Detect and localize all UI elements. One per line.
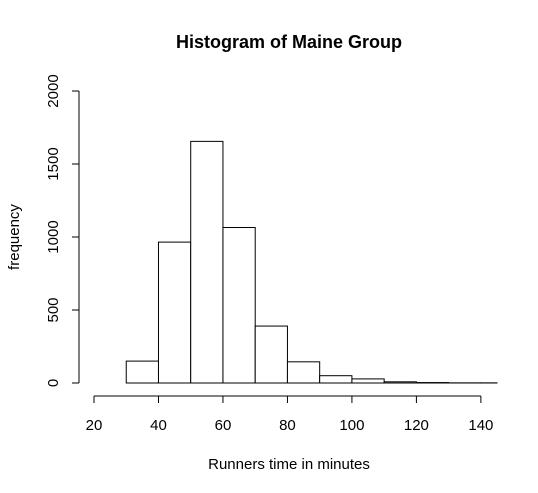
histogram-bar <box>157 241 192 384</box>
histogram-bar <box>351 378 385 384</box>
x-tick-label: 60 <box>215 417 232 434</box>
x-tick-label: 120 <box>404 417 429 434</box>
y-axis-label: frequency <box>6 204 23 270</box>
y-tick-label: 1000 <box>45 220 62 253</box>
histogram-bar <box>190 140 224 384</box>
x-tick-label: 140 <box>468 417 493 434</box>
histogram-bar <box>125 360 159 384</box>
histogram-bar <box>319 375 353 384</box>
x-tick-label: 80 <box>279 417 296 434</box>
x-tick-label: 20 <box>86 417 103 434</box>
bars-group <box>125 140 498 384</box>
x-axis: 20 40 60 80 100 120 140 <box>86 395 493 434</box>
y-tick-label: 2000 <box>45 74 62 107</box>
histogram-bar <box>383 381 417 384</box>
x-tick-label: 40 <box>150 417 167 434</box>
y-axis: 0 500 1000 1500 2000 <box>45 74 80 387</box>
y-tick-label: 0 <box>45 379 62 387</box>
y-tick-label: 1500 <box>45 147 62 180</box>
histogram-bar <box>254 325 288 384</box>
x-tick-label: 100 <box>339 417 364 434</box>
histogram-bar <box>286 361 321 384</box>
y-tick-label: 500 <box>45 297 62 322</box>
histogram-bar <box>222 227 256 384</box>
chart-title: Histogram of Maine Group <box>176 32 402 52</box>
x-axis-label: Runners time in minutes <box>208 456 370 473</box>
